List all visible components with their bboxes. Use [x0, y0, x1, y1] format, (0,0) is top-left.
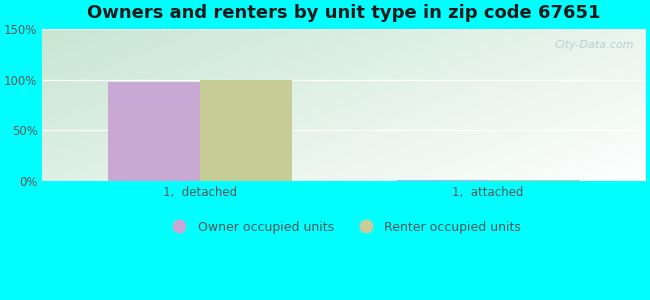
Bar	[488, 180, 580, 181]
Text: City-Data.com: City-Data.com	[554, 40, 634, 50]
Bar	[200, 80, 292, 181]
Bar	[396, 180, 488, 181]
Bar	[109, 82, 200, 181]
Title: Owners and renters by unit type in zip code 67651: Owners and renters by unit type in zip c…	[87, 4, 601, 22]
Legend: Owner occupied units, Renter occupied units: Owner occupied units, Renter occupied un…	[162, 216, 526, 238]
